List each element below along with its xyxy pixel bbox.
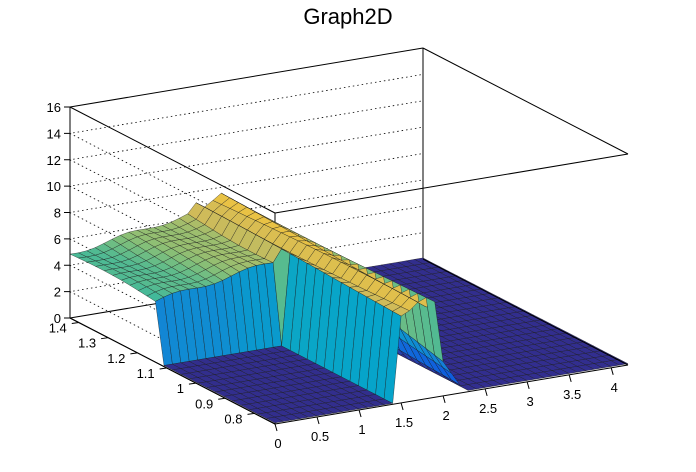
axis-line bbox=[422, 258, 629, 366]
z-tick-label: 16 bbox=[47, 100, 61, 115]
chart-ticks: 0 0.5 1 1.5 2 2.5 3 3.5 40.80.911.11.21.31.40246… bbox=[47, 100, 618, 451]
y-tick-label: 1 bbox=[177, 381, 184, 396]
y-tick-label: 0.9 bbox=[195, 396, 213, 411]
y-tick-mark bbox=[159, 367, 167, 370]
axis-line bbox=[69, 317, 276, 425]
y-tick-label: 1.3 bbox=[78, 336, 96, 351]
y-tick-mark bbox=[130, 352, 138, 355]
frame-edge bbox=[422, 47, 629, 155]
x-tick-mark bbox=[610, 367, 614, 375]
x-tick-label: 1.5 bbox=[395, 415, 413, 430]
z-tick-label: 0 bbox=[54, 311, 61, 326]
x-tick-mark bbox=[274, 423, 278, 432]
chart-surface bbox=[69, 192, 629, 424]
x-tick-mark bbox=[568, 374, 572, 382]
z-tick-label: 2 bbox=[54, 285, 61, 300]
y-tick-label: 1.2 bbox=[107, 351, 125, 366]
z-tick-label: 4 bbox=[54, 258, 61, 273]
y-tick-mark bbox=[188, 382, 196, 385]
chart-title: Graph2D bbox=[303, 4, 392, 29]
x-tick-mark bbox=[316, 416, 320, 425]
x-tick-mark bbox=[358, 409, 362, 418]
x-tick-mark bbox=[526, 381, 530, 389]
frame-edge bbox=[69, 106, 276, 214]
x-tick-mark bbox=[484, 388, 488, 397]
y-tick-mark bbox=[71, 322, 79, 325]
x-tick-label: 3 bbox=[527, 394, 534, 409]
frame-edge bbox=[274, 153, 629, 214]
y-tick-label: 1.4 bbox=[49, 321, 67, 336]
x-tick-mark bbox=[400, 402, 404, 411]
x-tick-label: 0.5 bbox=[311, 429, 329, 444]
x-tick-label: 2.5 bbox=[479, 401, 497, 416]
y-tick-mark bbox=[247, 412, 255, 415]
y-tick-mark bbox=[101, 337, 109, 340]
surface-cell bbox=[610, 359, 629, 366]
y-tick-label: 0.8 bbox=[224, 411, 242, 426]
z-tick-label: 8 bbox=[54, 206, 61, 221]
x-tick-label: 2 bbox=[442, 408, 449, 423]
z-tick-label: 12 bbox=[47, 153, 61, 168]
y-tick-label: 1.1 bbox=[137, 366, 155, 381]
frame-edge bbox=[69, 47, 424, 108]
x-tick-label: 1 bbox=[358, 422, 365, 437]
x-tick-mark bbox=[442, 395, 446, 404]
y-tick-mark bbox=[218, 397, 226, 400]
x-tick-label: 3.5 bbox=[563, 387, 581, 402]
z-tick-label: 14 bbox=[47, 126, 61, 141]
x-tick-label: 4 bbox=[611, 380, 618, 395]
x-tick-label: 0 bbox=[274, 436, 281, 451]
z-tick-label: 10 bbox=[47, 179, 61, 194]
z-tick-label: 6 bbox=[54, 232, 61, 247]
